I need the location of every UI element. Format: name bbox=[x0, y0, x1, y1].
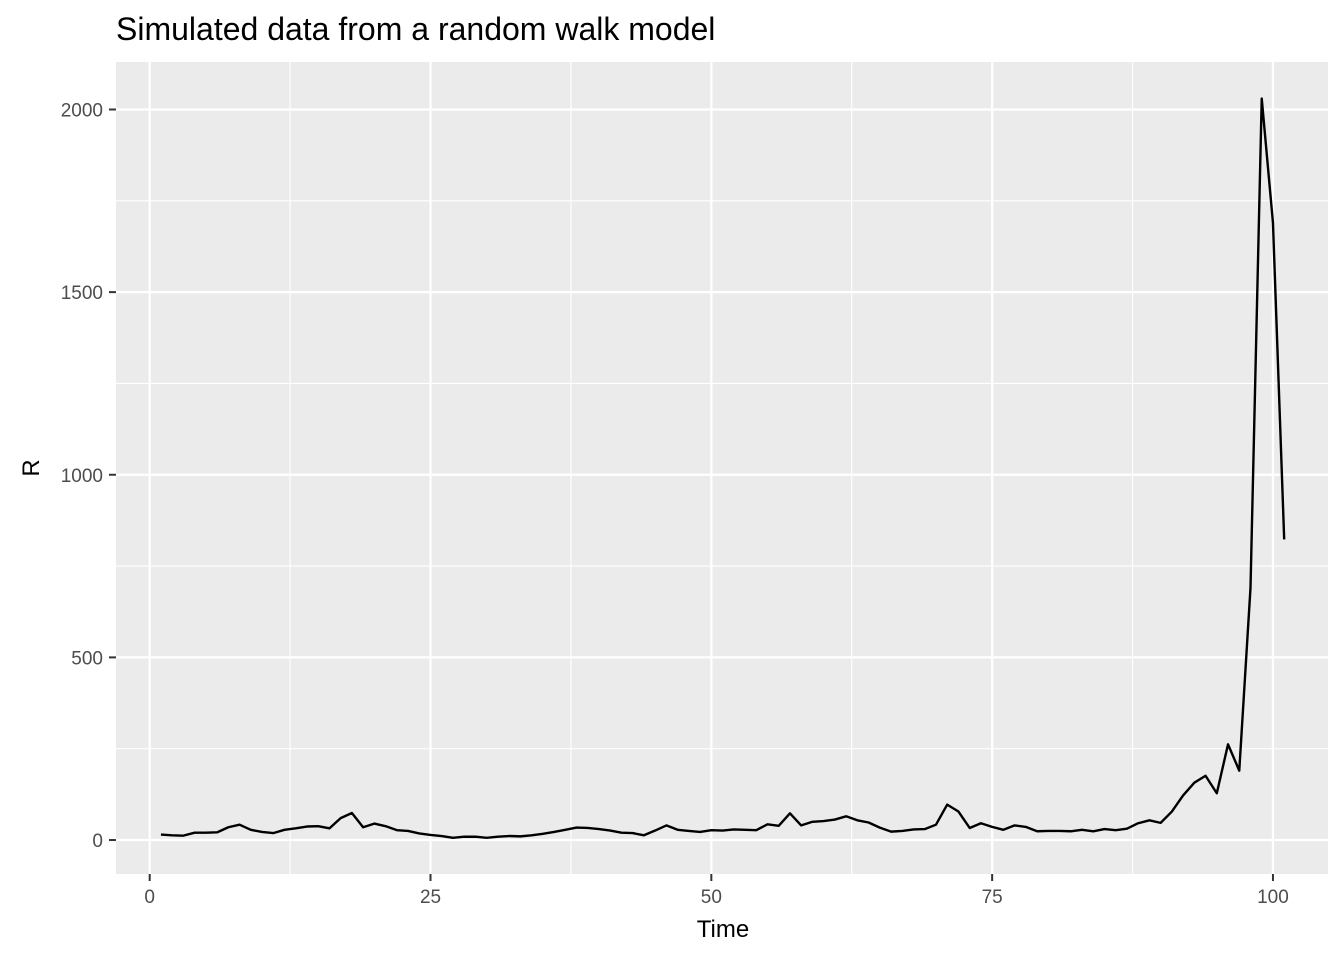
plot-panel bbox=[116, 62, 1328, 874]
y-tick-label: 1000 bbox=[61, 466, 103, 487]
x-axis-title: Time bbox=[697, 916, 749, 943]
series-line bbox=[160, 97, 1286, 840]
x-tick-label: 0 bbox=[144, 887, 155, 908]
series-layer bbox=[160, 97, 1286, 840]
y-tick-label: 2000 bbox=[61, 100, 103, 121]
y-tick-label: 0 bbox=[92, 831, 103, 852]
y-tick-label: 1500 bbox=[61, 283, 103, 304]
minor-gridlines bbox=[116, 62, 1328, 874]
major-gridlines bbox=[116, 62, 1328, 874]
x-tick-label: 100 bbox=[1257, 887, 1289, 908]
x-tick-label: 25 bbox=[420, 887, 441, 908]
x-tick-label: 75 bbox=[982, 887, 1003, 908]
x-tick-label: 50 bbox=[701, 887, 722, 908]
y-tick-label: 500 bbox=[71, 648, 103, 669]
x-axis: 0 25 50 75 100 bbox=[144, 874, 1289, 908]
y-axis-title: R bbox=[18, 459, 45, 476]
chart-title: Simulated data from a random walk model bbox=[116, 11, 715, 47]
y-axis: 0 500 1000 1500 2000 bbox=[61, 100, 116, 852]
